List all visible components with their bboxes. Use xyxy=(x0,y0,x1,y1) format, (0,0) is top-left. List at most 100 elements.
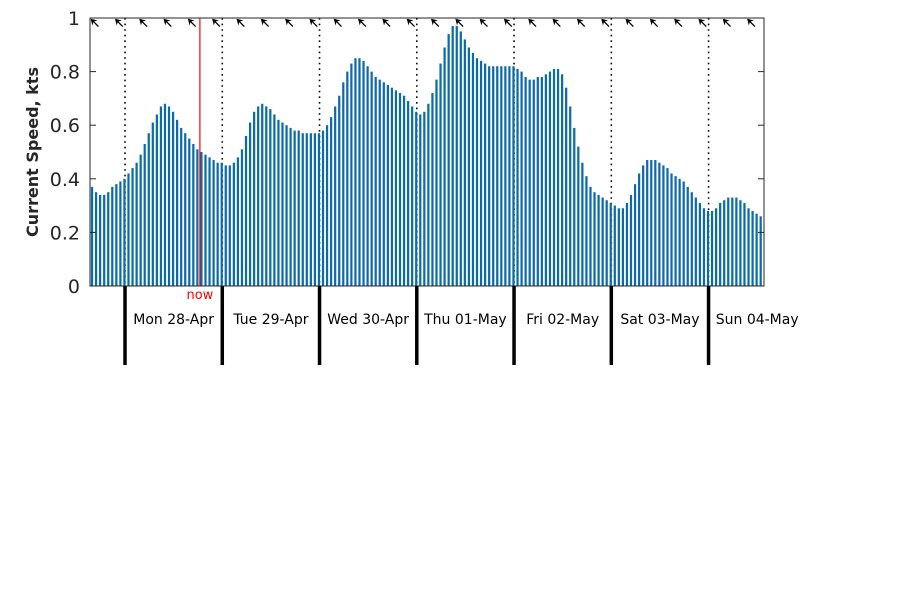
speed-bar xyxy=(443,47,446,287)
speed-bar xyxy=(451,26,454,286)
y-tick-label: 0.4 xyxy=(50,169,80,191)
speed-bar xyxy=(321,130,325,286)
speed-bar xyxy=(447,34,450,286)
speed-bar xyxy=(710,210,714,286)
speed-bar xyxy=(370,71,373,286)
speed-bar xyxy=(686,186,689,286)
speed-bar xyxy=(176,119,179,286)
speed-bar xyxy=(354,58,357,287)
speed-bar xyxy=(714,208,718,286)
speed-bar xyxy=(532,79,535,286)
direction-arrow xyxy=(187,18,197,27)
speed-bar xyxy=(585,176,588,286)
y-tick-label: 1 xyxy=(68,8,80,30)
speed-bar xyxy=(719,202,722,286)
speed-bar xyxy=(581,162,584,286)
speed-bar xyxy=(240,149,244,286)
speed-bar xyxy=(427,103,430,286)
speed-bar xyxy=(285,125,288,286)
speed-bar xyxy=(439,63,442,287)
speed-bar xyxy=(265,106,268,286)
speed-bar xyxy=(188,138,191,286)
speed-bar xyxy=(743,202,746,286)
speed-bar xyxy=(342,82,345,286)
speed-bar xyxy=(407,101,410,286)
speed-bar xyxy=(698,202,702,286)
speed-bar xyxy=(633,184,637,286)
speed-bar xyxy=(163,103,167,286)
direction-arrow xyxy=(747,18,756,27)
speed-bar xyxy=(147,133,150,286)
speed-bar xyxy=(455,26,458,286)
speed-bar xyxy=(305,133,308,286)
speed-bar xyxy=(346,71,349,286)
speed-bar xyxy=(248,122,252,287)
speed-bar xyxy=(662,165,665,286)
direction-arrow xyxy=(333,18,342,27)
direction-arrow xyxy=(114,18,124,27)
speed-bar xyxy=(565,87,568,287)
speed-bar xyxy=(609,202,612,286)
speed-bar xyxy=(552,68,556,286)
speed-bar xyxy=(459,31,462,287)
speed-bar xyxy=(220,162,223,286)
speed-bar xyxy=(723,200,726,286)
speed-bar xyxy=(613,205,616,286)
plot-frame xyxy=(89,17,765,287)
speed-bar xyxy=(111,186,114,286)
speed-bar xyxy=(654,160,657,286)
direction-arrows xyxy=(90,18,756,27)
speed-bar xyxy=(577,146,580,286)
speed-bar xyxy=(500,66,503,287)
direction-arrow xyxy=(406,18,415,27)
speed-bar xyxy=(402,95,406,286)
y-tick-label: 0 xyxy=(68,276,80,298)
speed-bar xyxy=(702,208,706,286)
speed-bar xyxy=(127,173,130,286)
day-label: Fri 02-May xyxy=(526,312,599,328)
speed-bar xyxy=(196,149,199,286)
speed-bar xyxy=(366,66,369,287)
speed-bar xyxy=(159,106,163,286)
speed-bar xyxy=(573,127,576,286)
speed-bar xyxy=(212,160,215,286)
direction-arrow xyxy=(236,18,245,27)
speed-bar xyxy=(135,162,138,286)
speed-bar xyxy=(735,197,738,286)
speed-bar xyxy=(548,71,552,286)
speed-bar xyxy=(496,66,499,287)
speed-bar xyxy=(690,192,693,286)
speed-bar xyxy=(666,168,669,286)
day-label: Wed 30-Apr xyxy=(327,312,409,328)
direction-arrow xyxy=(260,18,270,27)
speed-bar xyxy=(411,106,414,286)
speed-bar xyxy=(593,192,596,286)
speed-bar xyxy=(755,213,758,286)
direction-arrow xyxy=(625,18,634,27)
speed-bar xyxy=(479,60,483,286)
speed-bar xyxy=(637,173,641,286)
direction-arrow xyxy=(722,18,731,27)
speed-bar xyxy=(589,186,592,286)
speed-bar xyxy=(386,85,389,286)
speed-bar xyxy=(257,106,260,286)
speed-bar xyxy=(224,165,227,286)
speed-bar xyxy=(244,135,248,286)
speed-bar xyxy=(658,162,661,286)
speed-bar xyxy=(650,160,653,286)
speed-bar xyxy=(605,200,608,286)
speed-bar xyxy=(204,154,207,286)
direction-arrow xyxy=(358,18,367,27)
speed-bar xyxy=(115,184,118,286)
speed-bar xyxy=(131,168,134,286)
speed-bar xyxy=(435,79,438,286)
speed-bar xyxy=(167,106,171,286)
speed-bar xyxy=(184,133,187,286)
direction-arrow xyxy=(285,18,294,27)
speed-bar xyxy=(334,106,337,286)
direction-arrow xyxy=(479,18,488,27)
day-label: Tue 29-Apr xyxy=(232,312,308,328)
speed-bar xyxy=(301,133,304,286)
speed-bar xyxy=(317,133,321,286)
direction-arrow xyxy=(139,18,148,27)
